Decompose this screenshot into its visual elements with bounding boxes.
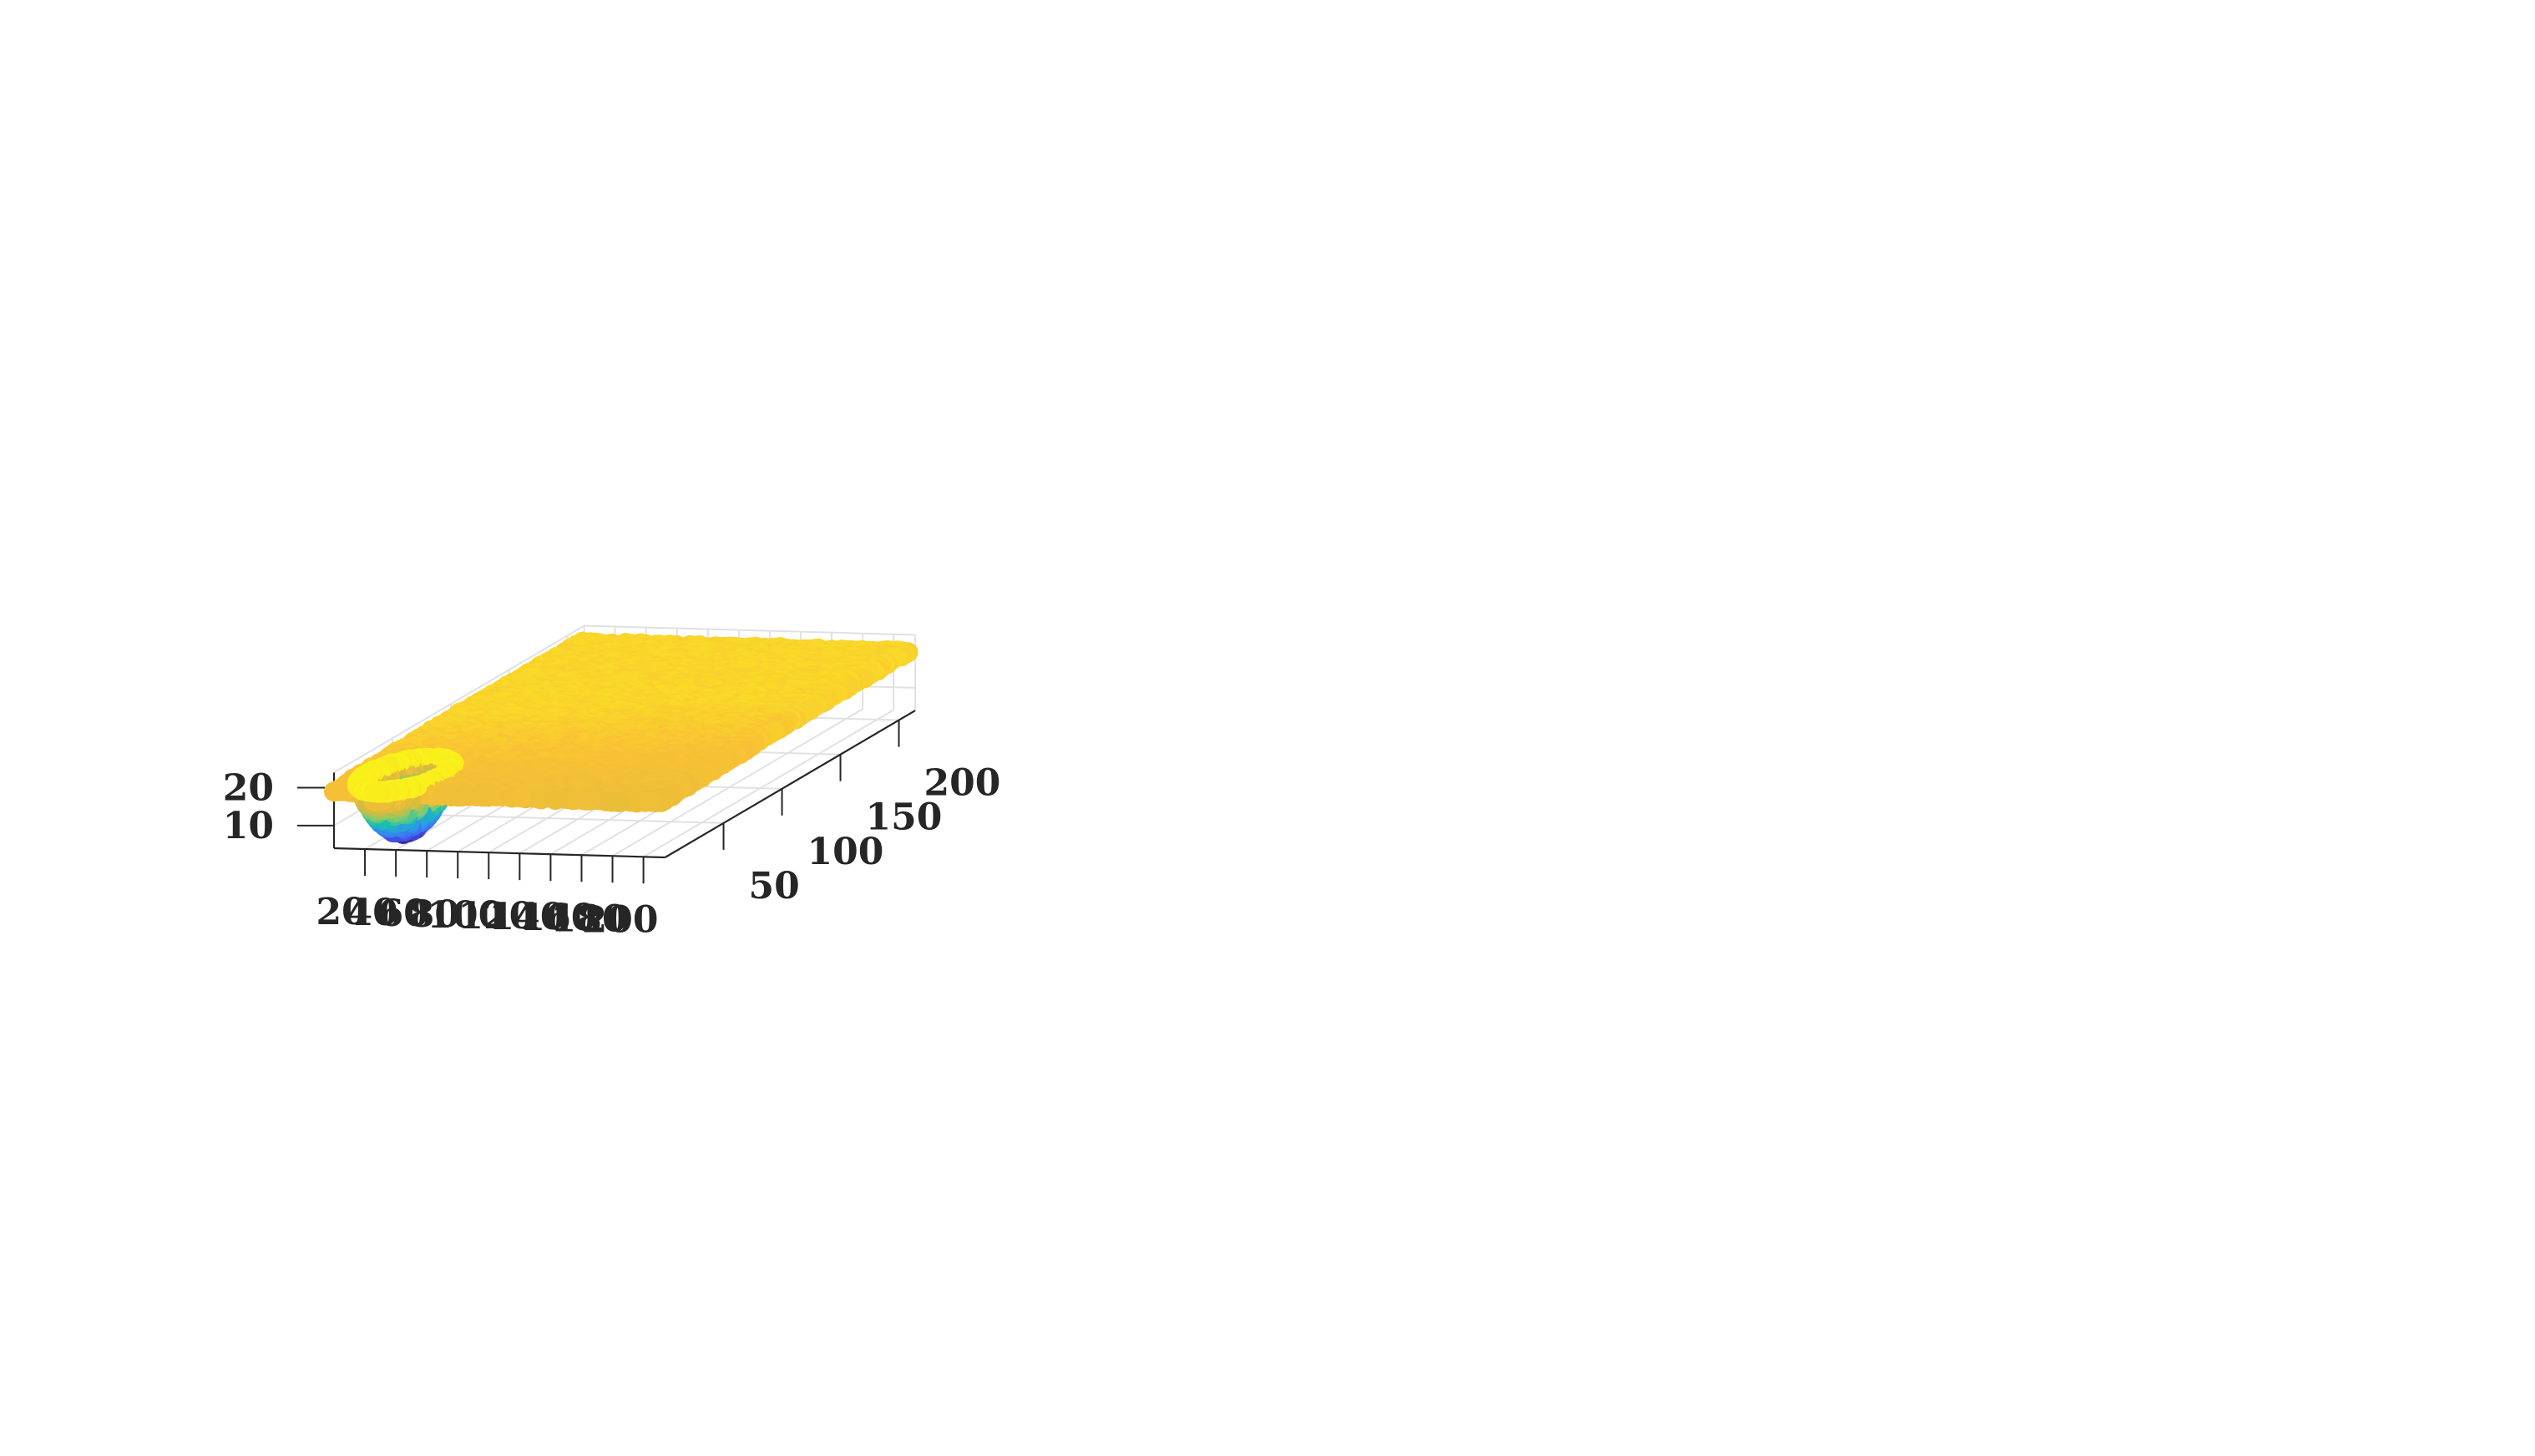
grid-line-y — [392, 814, 724, 823]
x-axis-line — [334, 848, 665, 857]
scatter-point — [324, 781, 344, 801]
grid-box-edge — [584, 625, 916, 634]
